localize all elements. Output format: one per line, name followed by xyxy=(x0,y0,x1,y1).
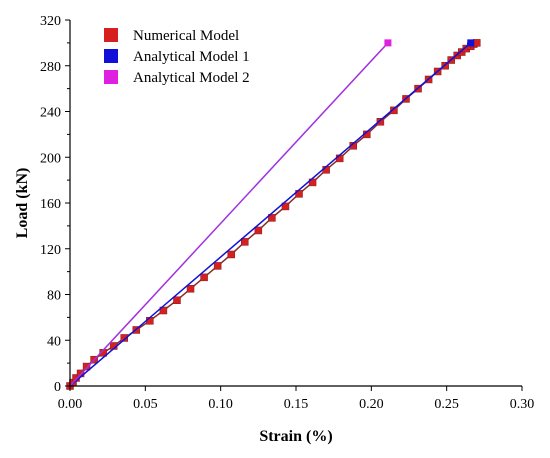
data-point xyxy=(173,296,181,304)
x-tick-label: 0.20 xyxy=(359,397,384,412)
y-tick-label: 160 xyxy=(40,197,61,212)
x-tick-label: 0.15 xyxy=(284,397,309,412)
y-tick-label: 240 xyxy=(40,106,61,121)
y-axis-title: Load (kN) xyxy=(14,168,31,239)
data-point xyxy=(473,39,481,47)
data-point xyxy=(281,202,290,211)
y-tick-label: 320 xyxy=(40,14,61,29)
y-tick-label: 120 xyxy=(40,243,61,258)
plot-area xyxy=(66,39,481,390)
data-point xyxy=(376,118,385,126)
y-tick-label: 40 xyxy=(47,334,61,349)
legend-label: Analytical Model 1 xyxy=(133,49,250,65)
series-2 xyxy=(69,39,475,387)
data-point xyxy=(390,106,398,115)
data-point xyxy=(186,285,195,293)
x-tick-label: 0.25 xyxy=(434,397,459,412)
series-1 xyxy=(66,39,481,390)
x-tick-label: 0.10 xyxy=(208,397,233,412)
data-point xyxy=(213,262,222,270)
y-tick-label: 200 xyxy=(40,151,61,166)
end-marker xyxy=(384,39,392,47)
series-line xyxy=(69,42,472,387)
y-tick-label: 80 xyxy=(47,289,61,304)
y-tick-label: 0 xyxy=(54,380,61,395)
end-marker xyxy=(467,39,475,47)
y-tick-label: 280 xyxy=(40,60,61,75)
x-axis-title: Strain (%) xyxy=(259,428,332,445)
data-point xyxy=(227,250,235,259)
data-point xyxy=(82,362,91,371)
data-point xyxy=(268,214,276,222)
data-point xyxy=(241,238,249,246)
series-3 xyxy=(69,39,392,387)
legend-swatch xyxy=(104,28,118,42)
axes: 0.00 0.05 0.10 0.15 0.20 0.25 0.30 0 40 80 120 160 2… xyxy=(40,14,534,412)
x-tick-label: 0.05 xyxy=(133,397,158,412)
x-tick-label: 0.00 xyxy=(58,397,83,412)
legend-swatch xyxy=(104,49,118,63)
data-point xyxy=(254,226,263,235)
data-point xyxy=(200,273,208,282)
legend-label: Numerical Model xyxy=(133,28,239,44)
x-tick-label: 0.30 xyxy=(510,397,535,412)
data-point xyxy=(120,334,128,342)
series-line xyxy=(69,42,389,387)
legend-swatch xyxy=(104,70,118,84)
legend: Numerical Model Analytical Model 1 Analyti… xyxy=(104,28,250,86)
legend-label: Analytical Model 2 xyxy=(133,70,250,86)
